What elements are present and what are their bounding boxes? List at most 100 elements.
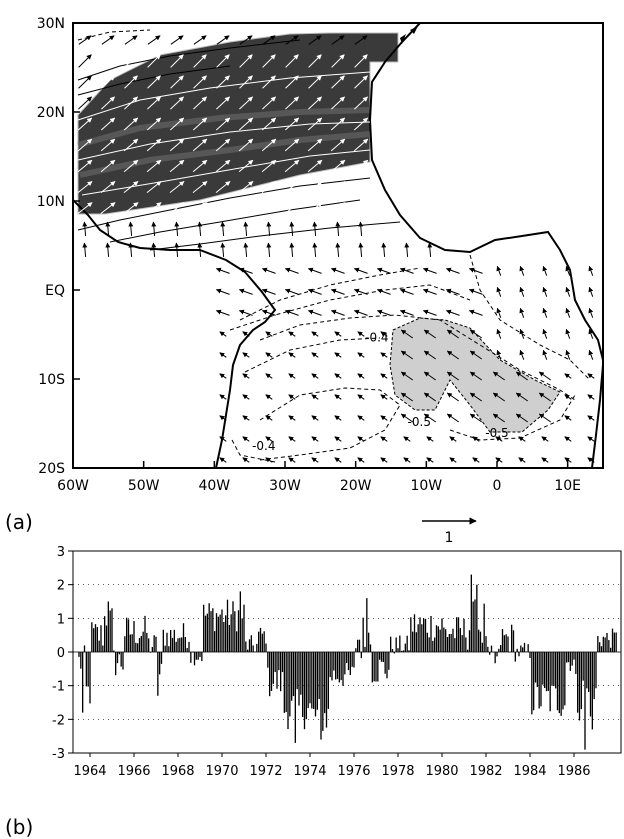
wind-vector bbox=[215, 202, 231, 214]
wind-vector bbox=[147, 75, 161, 89]
ts-bar bbox=[333, 652, 335, 671]
ts-bar bbox=[582, 652, 584, 681]
wind-vector bbox=[376, 309, 391, 316]
map-ytick-label: 20N bbox=[37, 105, 65, 121]
wind-vector bbox=[216, 35, 230, 45]
wind-vector bbox=[446, 329, 460, 339]
ts-bar bbox=[177, 638, 179, 652]
ts-bar bbox=[527, 644, 529, 652]
wind-vector bbox=[404, 242, 410, 258]
wind-vector bbox=[220, 221, 226, 237]
ts-bar bbox=[452, 628, 454, 652]
wind-vector bbox=[101, 96, 115, 110]
wind-vector bbox=[587, 436, 595, 442]
wind-vector bbox=[307, 288, 322, 295]
ts-bar bbox=[93, 628, 95, 652]
wind-vector bbox=[353, 288, 368, 295]
wind-vector bbox=[472, 457, 480, 463]
wind-vector bbox=[193, 75, 207, 89]
ts-bar bbox=[533, 652, 535, 711]
ts-bar bbox=[503, 635, 505, 652]
wind-vector bbox=[353, 180, 369, 194]
wind-vector bbox=[284, 202, 300, 214]
wind-vector bbox=[289, 221, 295, 237]
wind-vector bbox=[449, 436, 457, 442]
wind-vector bbox=[124, 35, 138, 45]
wind-vector bbox=[334, 415, 342, 421]
wind-vector bbox=[284, 117, 300, 131]
wind-vector bbox=[335, 242, 341, 258]
wind-vector bbox=[307, 138, 323, 152]
wind-vector bbox=[588, 328, 594, 339]
ts-bar bbox=[292, 652, 295, 697]
wind-vector bbox=[538, 413, 552, 423]
ts-bar bbox=[395, 637, 397, 652]
ts-bar bbox=[344, 652, 346, 675]
wind-vector bbox=[330, 159, 346, 173]
ts-bar bbox=[593, 652, 595, 700]
wind-vector bbox=[284, 159, 300, 173]
ts-bar bbox=[481, 642, 483, 652]
wind-vector bbox=[587, 457, 595, 463]
ts-bar bbox=[434, 637, 436, 652]
ts-bar bbox=[164, 645, 166, 652]
map-xtick-label: 20W bbox=[340, 478, 372, 494]
ts-bar bbox=[536, 652, 538, 688]
wind-vector bbox=[100, 117, 116, 131]
ts-bar bbox=[89, 652, 91, 704]
ts-bar bbox=[204, 615, 207, 652]
wind-vector bbox=[215, 117, 231, 131]
wind-vector bbox=[403, 436, 411, 442]
ts-bar bbox=[448, 634, 450, 652]
wind-vector bbox=[354, 96, 368, 110]
ts-ytick-label: 0 bbox=[57, 646, 65, 661]
wind-vector bbox=[100, 138, 116, 152]
ts-bar bbox=[155, 636, 157, 652]
wind-vector bbox=[219, 394, 227, 400]
ts-bar bbox=[170, 630, 172, 652]
wind-vector bbox=[449, 457, 457, 463]
wind-vector bbox=[357, 373, 365, 379]
ts-bar bbox=[463, 618, 465, 652]
ts-xtick-label: 1976 bbox=[337, 764, 370, 779]
wind-vector bbox=[331, 75, 345, 89]
timeseries-bars bbox=[78, 574, 617, 750]
wind-vector bbox=[519, 286, 525, 297]
ts-bar bbox=[188, 641, 190, 652]
ts-bar bbox=[303, 652, 306, 730]
ts-bar bbox=[408, 650, 410, 652]
wind-vector bbox=[266, 221, 272, 237]
ts-bar bbox=[182, 623, 185, 652]
ts-bar bbox=[173, 629, 175, 652]
wind-vector bbox=[146, 117, 162, 131]
ts-bar bbox=[320, 652, 322, 740]
ts-bar bbox=[80, 652, 82, 669]
timeseries-axes: 3 2 1 0 -1 -2 -3 1964 1966 1968 1970 1972 1974 1976 19… bbox=[52, 545, 621, 779]
wind-vector bbox=[151, 242, 157, 258]
ts-bar bbox=[443, 627, 445, 652]
wind-vector bbox=[243, 221, 249, 237]
wind-vector bbox=[170, 35, 184, 45]
wind-vector bbox=[423, 392, 437, 402]
wind-vector bbox=[288, 415, 296, 421]
ts-bar bbox=[591, 652, 593, 730]
ts-bar bbox=[441, 618, 443, 652]
wind-vector bbox=[423, 350, 437, 360]
wind-vector bbox=[587, 415, 595, 421]
ts-bar bbox=[347, 652, 350, 671]
ts-bar bbox=[96, 627, 98, 652]
wind-vector bbox=[334, 394, 342, 400]
ts-xtick-label: 1972 bbox=[249, 764, 282, 779]
ts-bar bbox=[439, 629, 441, 652]
wind-vector bbox=[353, 138, 369, 152]
ts-bar bbox=[580, 652, 582, 710]
wind-vector bbox=[519, 349, 525, 360]
wind-vector bbox=[265, 394, 273, 400]
ts-bar bbox=[208, 603, 210, 652]
ts-bar bbox=[479, 631, 482, 652]
ts-bar bbox=[160, 652, 163, 664]
wind-vector bbox=[357, 436, 365, 442]
wind-vector bbox=[265, 373, 273, 379]
ts-bar bbox=[162, 629, 164, 652]
ts-bar bbox=[331, 652, 333, 681]
